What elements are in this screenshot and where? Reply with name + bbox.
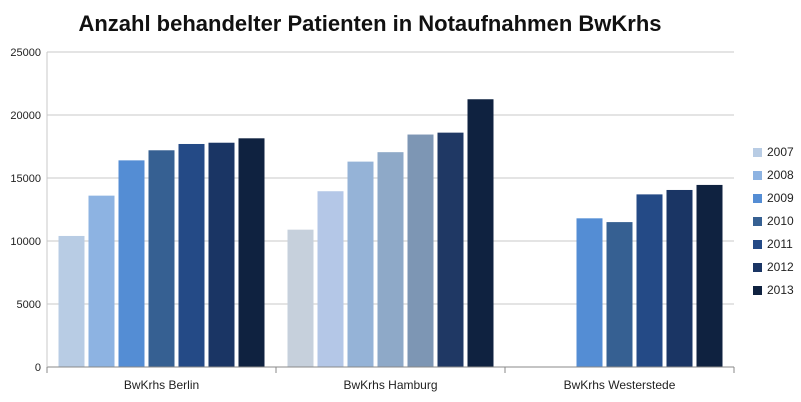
chart-title: Anzahl behandelter Patienten in Notaufna…	[78, 11, 661, 36]
legend-label-2013: 2013	[767, 283, 794, 297]
bar-bwkrhs-hamburg-2008	[317, 191, 344, 367]
legend-swatch-2009	[753, 194, 762, 203]
bar-bwkrhs-westerstede-2009	[576, 218, 603, 367]
bar-bwkrhs-berlin-2012	[208, 142, 235, 367]
bar-bwkrhs-berlin-2013	[238, 138, 265, 367]
bar-bwkrhs-hamburg-2013	[467, 99, 494, 367]
bar-bwkrhs-berlin-2007	[58, 235, 85, 367]
category-label: BwKrhs Berlin	[124, 378, 199, 392]
y-tick-label: 0	[35, 362, 41, 374]
y-tick-label: 5000	[17, 299, 41, 311]
bar-bwkrhs-hamburg-2007	[287, 229, 314, 367]
category-label: BwKrhs Hamburg	[343, 378, 437, 392]
bar-bwkrhs-berlin-2011	[178, 143, 205, 367]
legend-label-2011: 2011	[767, 237, 793, 251]
y-tick-label: 25000	[10, 47, 41, 59]
bar-bwkrhs-hamburg-2012	[437, 132, 464, 367]
legend-swatch-2010	[753, 217, 762, 226]
legend-swatch-2013	[753, 286, 762, 295]
y-tick-label: 15000	[10, 173, 41, 185]
legend-swatch-2008	[753, 171, 762, 180]
bar-bwkrhs-berlin-2008	[88, 195, 115, 367]
legend-swatch-2011	[753, 240, 762, 249]
bar-bwkrhs-westerstede-2011	[636, 194, 663, 367]
y-axis-ticks: 0 5000 10000 15000 20000 25000	[10, 47, 41, 374]
y-tick-label: 10000	[10, 236, 41, 248]
x-axis	[46, 52, 735, 373]
bar-bwkrhs-berlin-2009	[118, 160, 145, 367]
legend-swatch-2012	[753, 263, 762, 272]
category-label: BwKrhs Westerstede	[564, 378, 676, 392]
y-tick-label: 20000	[10, 110, 41, 122]
legend-label-2009: 2009	[767, 191, 794, 205]
category-labels: BwKrhs Berlin BwKrhs Hamburg BwKrhs Wester…	[124, 378, 676, 392]
legend-swatch-2007	[753, 148, 762, 157]
legend-label-2012: 2012	[767, 260, 794, 274]
legend-label-2010: 2010	[767, 214, 794, 228]
bar-bwkrhs-westerstede-2012	[666, 189, 693, 367]
bar-bwkrhs-westerstede-2010	[606, 222, 633, 367]
bar-bwkrhs-hamburg-2009	[347, 161, 374, 367]
bar-bwkrhs-berlin-2010	[148, 150, 175, 367]
bar-bwkrhs-hamburg-2010	[377, 152, 404, 367]
bar-bwkrhs-westerstede-2013	[696, 184, 723, 367]
bars	[58, 99, 723, 367]
legend-label-2007: 2007	[767, 145, 794, 159]
legend-label-2008: 2008	[767, 168, 794, 182]
bar-bwkrhs-hamburg-2011	[407, 134, 434, 367]
legend: 2007 2008 2009 2010 2011 2012 2013	[753, 145, 794, 297]
